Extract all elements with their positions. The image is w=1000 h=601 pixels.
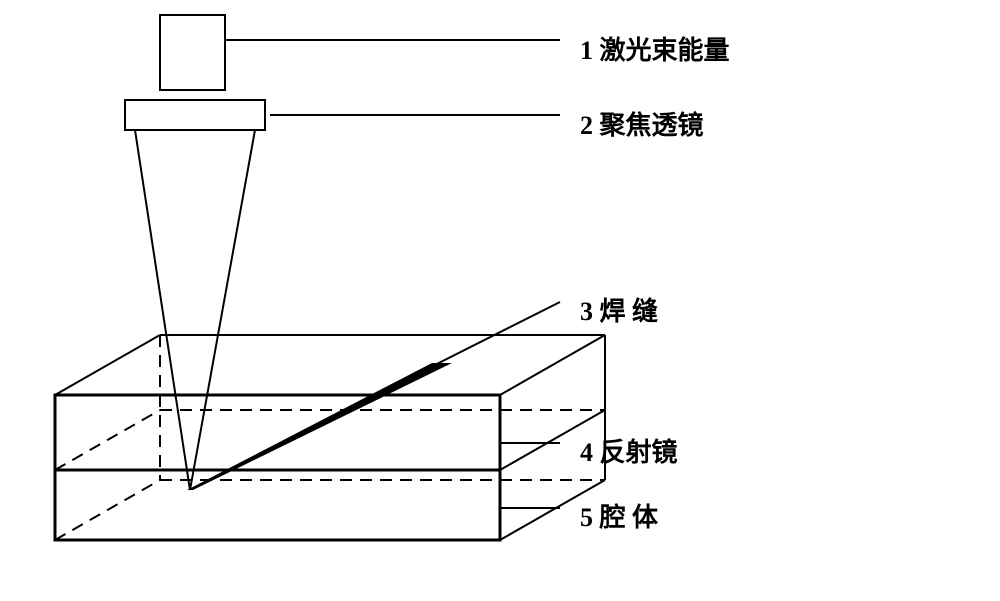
diagram-canvas bbox=[0, 0, 1000, 601]
label-3-weld-seam: 3 焊 缝 bbox=[580, 291, 658, 328]
label-5-cavity: 5 腔 体 bbox=[580, 497, 658, 534]
laser-emitter bbox=[160, 15, 225, 90]
label-1-laser-energy: 1 激光束能量 bbox=[580, 30, 730, 67]
focus-lens bbox=[125, 100, 265, 130]
label-2-focus-lens: 2 聚焦透镜 bbox=[580, 105, 704, 142]
label-4-mirror: 4 反射镜 bbox=[580, 432, 678, 469]
leader-line bbox=[405, 302, 560, 380]
